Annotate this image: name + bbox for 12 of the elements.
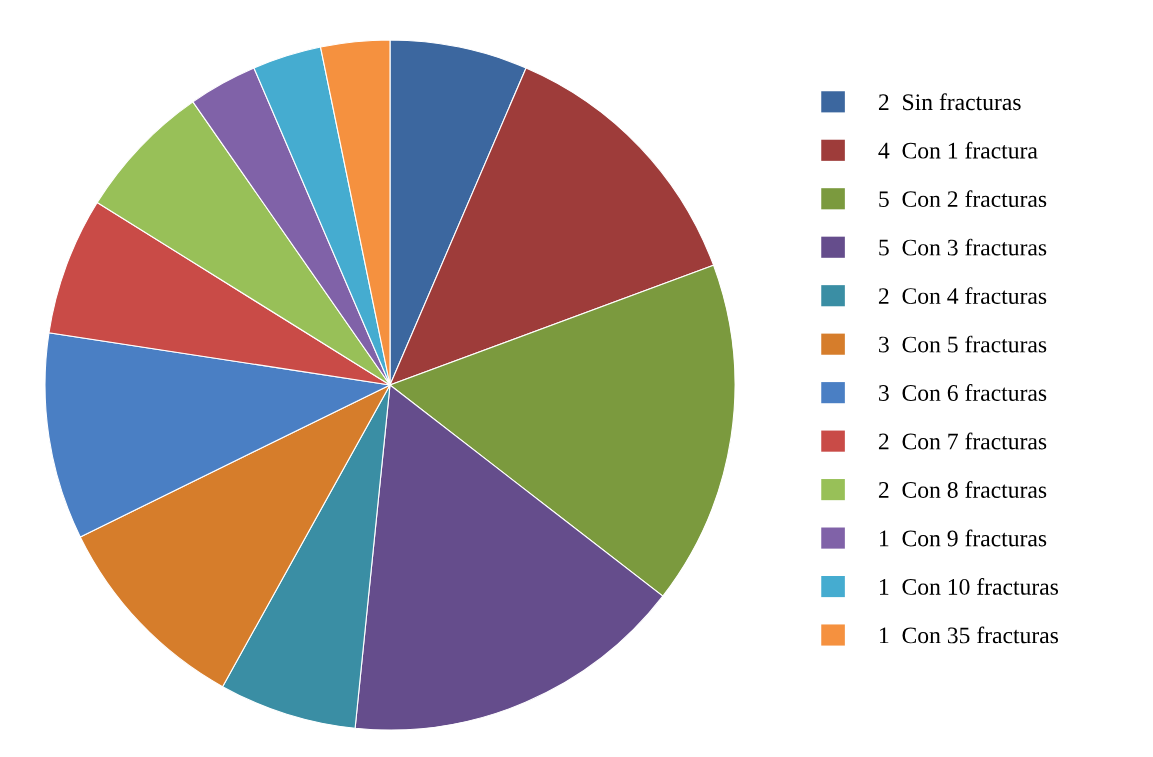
legend-label: 2 Con 7 fracturas: [878, 432, 1047, 450]
legend-label: 3 Con 5 fracturas: [879, 335, 1047, 353]
legend-label: 2 Sin fracturas: [878, 93, 1021, 111]
legend-label: 5 Con 3 fracturas: [879, 238, 1047, 256]
legend-label: 1 Con 9 fracturas: [879, 529, 1047, 547]
legend-label: 2 Con 4 fracturas: [878, 287, 1047, 305]
legend-label: 5 Con 2 fracturas: [879, 190, 1047, 208]
legend-label: 3 Con 6 fracturas: [879, 384, 1047, 401]
legend-label: 2 Con 8 fracturas: [878, 481, 1047, 498]
legend-label: 1 Con 10 fracturas: [879, 578, 1059, 595]
legend-label: 1 Con 35 fracturas: [879, 626, 1059, 644]
legend-label: 4 Con 1 fractura: [878, 141, 1038, 159]
